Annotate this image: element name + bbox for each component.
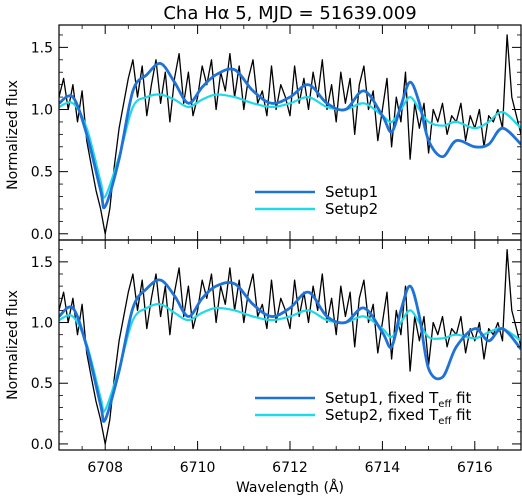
- x-tick-label-bottom: 6716: [457, 460, 493, 476]
- y-tick-label-bottom: 0.5: [31, 376, 53, 392]
- legend-label-setup1-top: Setup1: [325, 183, 378, 201]
- y-tick-label-top: 0.0: [31, 227, 53, 243]
- y-tick-label-top: 1.0: [31, 103, 53, 119]
- legend-tail: fit: [451, 406, 471, 424]
- x-tick-label-bottom: 6708: [87, 460, 123, 476]
- y-axis-label-top: Normalized flux: [5, 80, 21, 190]
- x-axis-label: Wavelength (Å): [236, 479, 344, 496]
- y-tick-label-top: 0.5: [31, 165, 53, 181]
- legend-subscript: eff: [438, 416, 452, 427]
- x-tick-label-bottom: 6714: [365, 460, 401, 476]
- y-tick-label-bottom: 1.0: [31, 316, 53, 332]
- y-tick-label-bottom: 1.5: [31, 255, 53, 271]
- y-tick-label-bottom: 0.0: [31, 437, 53, 453]
- series-observed-line-top: [59, 34, 521, 235]
- series-setup1-line-top: [59, 62, 521, 210]
- legend-label-setup2-top: Setup2: [325, 200, 378, 218]
- figure-title: Cha Hα 5, MJD = 51639.009: [163, 3, 416, 24]
- legend-label-setup1-bottom: Setup1, fixed Teff fit: [325, 389, 472, 410]
- y-tick-label-top: 1.5: [31, 40, 53, 56]
- legend-subscript: eff: [438, 399, 452, 410]
- x-tick-label-bottom: 6712: [272, 460, 308, 476]
- legend-tail: fit: [451, 389, 471, 407]
- series-setup1-line-bottom: [59, 278, 521, 423]
- plot-area-bottom: [59, 249, 521, 445]
- y-axis-label-bottom: Normalized flux: [5, 290, 21, 400]
- legend-label-setup2-bottom: Setup2, fixed Teff fit: [325, 406, 472, 427]
- x-tick-label-bottom: 6710: [180, 460, 216, 476]
- plot-area-top: [59, 34, 521, 235]
